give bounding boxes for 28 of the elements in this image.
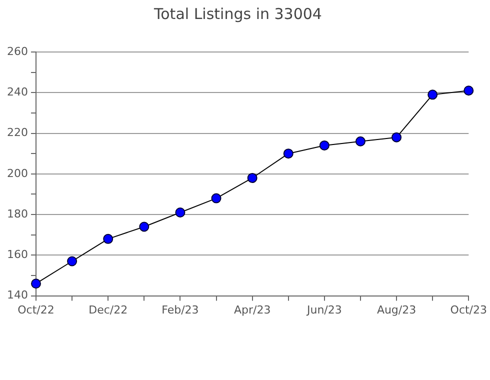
point bbox=[355, 136, 366, 146]
point bbox=[319, 140, 330, 150]
point bbox=[247, 172, 258, 183]
y-tick-label: 140 bbox=[6, 288, 28, 302]
x-tick-label: Dec/22 bbox=[88, 303, 128, 316]
y-tick-label: 240 bbox=[6, 85, 28, 98]
y-tick-label: 160 bbox=[6, 248, 28, 262]
point bbox=[30, 278, 41, 289]
y-tick-label: 260 bbox=[6, 44, 28, 58]
point bbox=[175, 208, 186, 218]
x-tick-label: Apr/23 bbox=[234, 303, 271, 316]
point bbox=[211, 193, 222, 204]
point bbox=[67, 256, 78, 266]
y-tick-label: 220 bbox=[6, 126, 28, 140]
x-tick-label: Oct/23 bbox=[450, 303, 488, 316]
point bbox=[139, 222, 150, 232]
x-tick-label: Aug/23 bbox=[376, 303, 416, 316]
point bbox=[392, 132, 402, 142]
point bbox=[283, 148, 294, 159]
x-tick-label: Jun/23 bbox=[306, 303, 342, 316]
x-tick-label: Feb/23 bbox=[162, 303, 199, 316]
y-tick-label: 200 bbox=[6, 166, 28, 180]
point bbox=[103, 234, 114, 244]
chart-title: Total Listings in 33004 bbox=[153, 4, 322, 23]
point bbox=[428, 90, 438, 100]
x-tick-label: Oct/22 bbox=[18, 303, 54, 316]
y-tick-label: 180 bbox=[6, 207, 28, 220]
point bbox=[464, 86, 474, 96]
